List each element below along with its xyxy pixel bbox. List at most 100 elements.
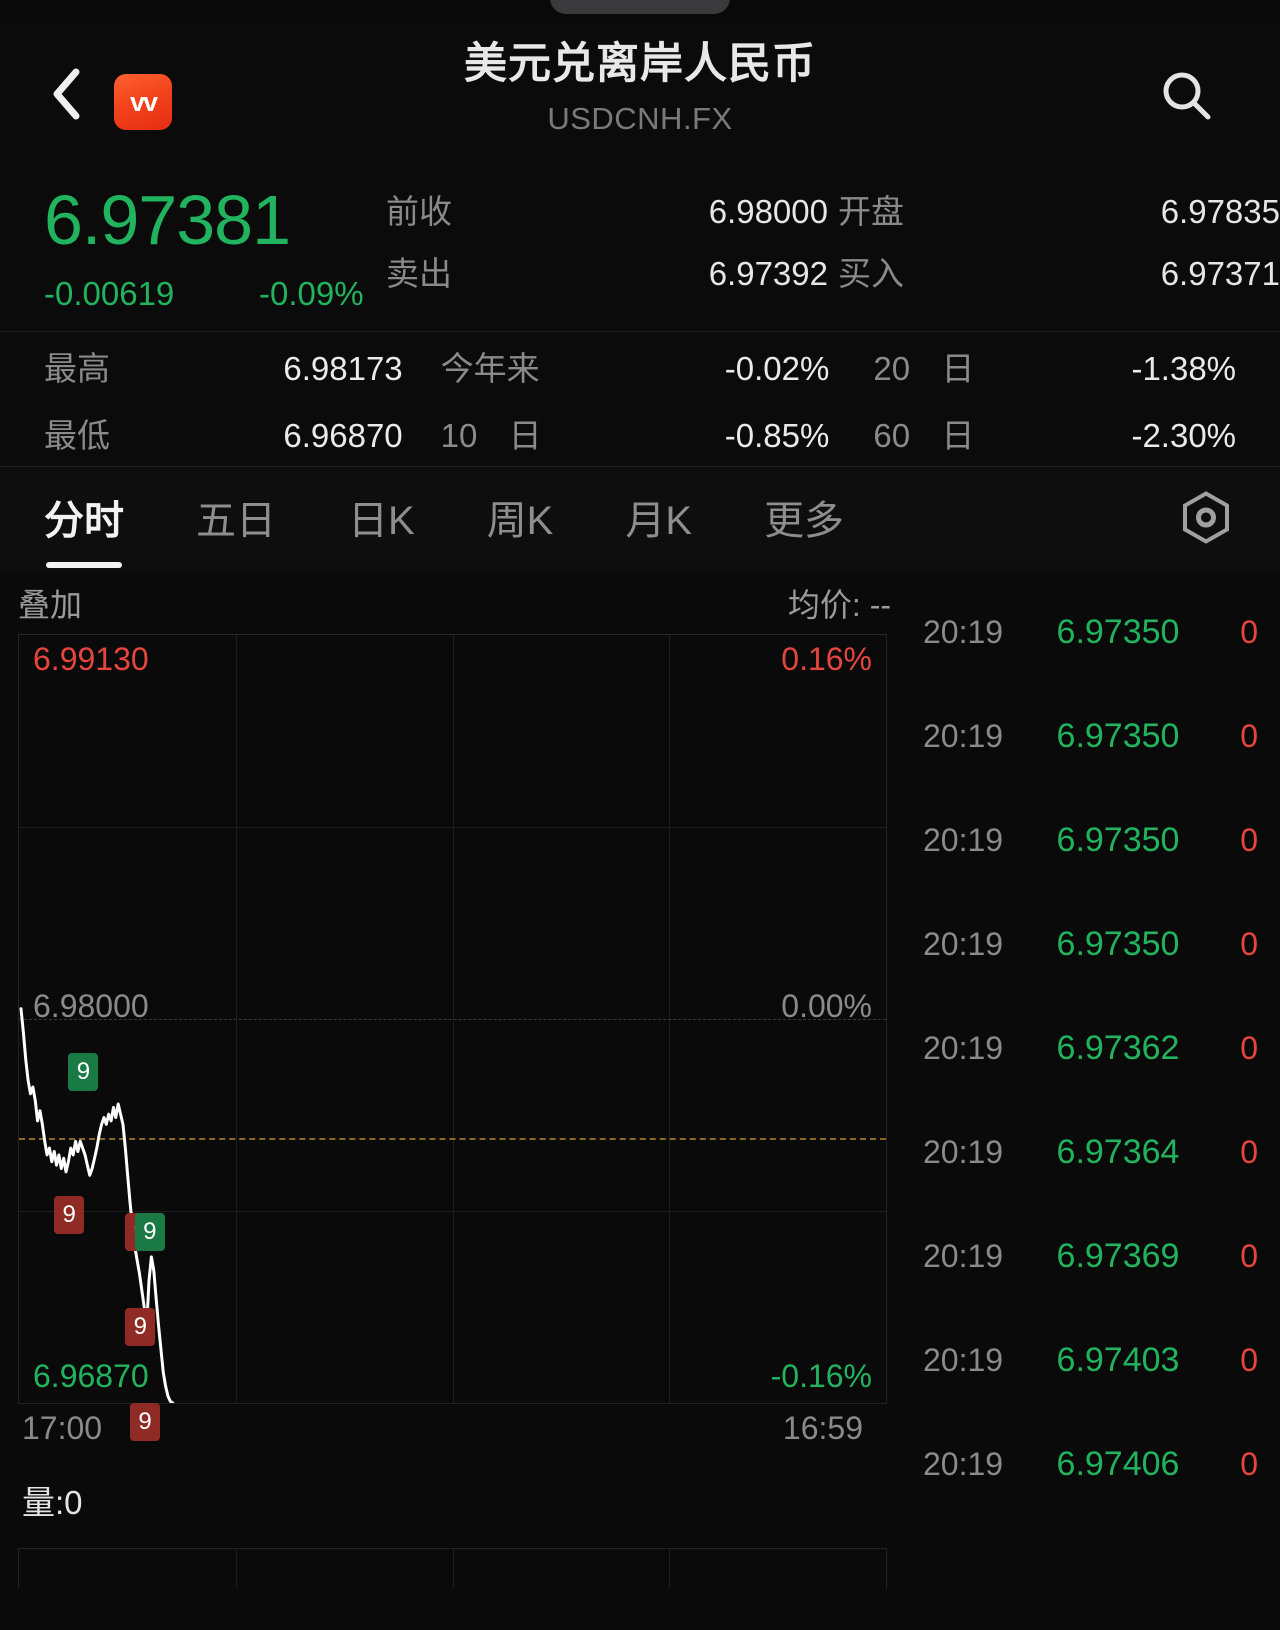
tape-time: 20:19 (923, 1341, 1004, 1378)
stat-period-unit: 日 (508, 416, 542, 454)
primary-quote: 6.97381 -0.00619 -0.09% (0, 185, 376, 313)
tape-price: 6.97350 (1056, 716, 1180, 755)
tape-row[interactable]: 20:19 6.97362 0 (905, 996, 1280, 1100)
tape-volume: 0 (1240, 1341, 1258, 1378)
time-tick-end: 16:59 (782, 1410, 863, 1446)
news-marker-badge[interactable]: 9 (54, 1195, 85, 1234)
quote-field-label: 前收 (386, 193, 452, 230)
tab-five-day[interactable]: 五日 (196, 498, 276, 543)
tab-label: 分时 (44, 498, 124, 543)
average-price-value: -- (869, 587, 891, 623)
tab-weekly-k[interactable]: 周K (486, 498, 554, 543)
tape-row[interactable]: 20:19 6.97350 0 (905, 788, 1280, 892)
quote-field-bid: 买入 6.97371 (828, 247, 1280, 309)
tape-volume: 0 (1240, 1237, 1258, 1274)
stat-label: 60 日 (853, 409, 1028, 457)
status-bar (0, 0, 1280, 18)
volume-vgrid (452, 1549, 454, 1588)
tape-row[interactable]: 20:19 6.97350 0 (905, 580, 1280, 684)
stat-60d: 60 日 -2.30% (853, 409, 1280, 457)
tape-time: 20:19 (923, 1445, 1004, 1482)
change-row: -0.00619 -0.09% (44, 275, 376, 313)
tape-volume: 0 (1240, 1133, 1258, 1170)
tape-time: 20:19 (923, 1029, 1004, 1066)
stat-value: -2.30% (1131, 416, 1237, 454)
volume-chart[interactable] (18, 1548, 887, 1588)
back-button[interactable] (46, 68, 86, 120)
chart-tabbar: 分时 五日 日K 周K 月K 更多 (0, 466, 1280, 572)
app-header: vv 美元兑离岸人民币 USDCNH.FX (0, 18, 1280, 163)
stat-10d: 10 日 -0.85% (427, 409, 854, 457)
app-logo[interactable]: vv (114, 74, 172, 130)
stat-period-unit: 日 (941, 416, 975, 454)
tape-volume: 0 (1240, 1029, 1258, 1066)
average-price-label: 均价: (787, 587, 861, 623)
symbol-code: USDCNH.FX (547, 101, 733, 137)
chart-settings-button[interactable] (1180, 489, 1232, 550)
tab-monthly-k[interactable]: 月K (625, 498, 693, 543)
tab-daily-k[interactable]: 日K (348, 498, 415, 543)
chart-mid-pct-label: 0.00% (781, 988, 872, 1025)
tape-time: 20:19 (923, 1133, 1004, 1170)
tape-price: 6.97350 (1056, 820, 1180, 859)
tab-intraday[interactable]: 分时 (44, 488, 124, 568)
quote-field-label: 卖出 (386, 255, 452, 292)
price-chart[interactable]: 6.99130 0.16% 6.98000 0.00% 6.96870 -0.1… (18, 634, 887, 1441)
quote-field-prev-close: 前收 6.98000 (376, 185, 828, 247)
tape-time: 20:19 (923, 1237, 1004, 1274)
tape-row[interactable]: 20:19 6.97406 0 (905, 1412, 1280, 1516)
chart-midline (19, 1019, 886, 1020)
tape-row[interactable]: 20:19 6.97350 0 (905, 892, 1280, 996)
tape-price: 6.97403 (1056, 1340, 1180, 1379)
stats-row: 最低 6.96870 10 日 -0.85% 60 日 -2.30% (0, 399, 1280, 466)
title-block: 美元兑离岸人民币 USDCNH.FX (0, 24, 1280, 137)
chart-bottom-price-label: 6.96870 (33, 1358, 149, 1394)
volume-vgrid (669, 1549, 671, 1588)
display-notch (550, 0, 730, 14)
chart-top-price-label: 6.99130 (33, 641, 149, 677)
chart-column: 叠加 均价: -- 6.99130 0.16% 6.98000 0.00% 6.… (0, 572, 905, 1588)
news-marker-badge[interactable]: 9 (134, 1212, 165, 1251)
tape-row[interactable]: 20:19 6.97350 0 (905, 684, 1280, 788)
tape-time: 20:19 (923, 717, 1004, 754)
quote-field-label: 买入 (838, 255, 904, 292)
chart-top-pct-label: 0.16% (781, 641, 872, 677)
chart-mid-price-label: 6.98000 (33, 988, 149, 1025)
chart-hgrid (19, 827, 886, 828)
trade-tape[interactable]: 20:19 6.97350 0 20:19 6.97350 0 20:19 6.97350 0 2… (905, 572, 1280, 1512)
tape-price: 6.97369 (1056, 1236, 1180, 1275)
page-title: 美元兑离岸人民币 (464, 40, 816, 88)
chart-prevclose-line (19, 1138, 886, 1141)
tape-row[interactable]: 20:19 6.97403 0 (905, 1308, 1280, 1412)
stat-label: 最低 (44, 416, 110, 454)
stat-period-number: 60 (873, 416, 911, 454)
overlay-button[interactable]: 叠加 (18, 587, 83, 623)
search-icon (1163, 72, 1211, 120)
tape-row[interactable]: 20:19 6.97364 0 (905, 1100, 1280, 1204)
quote-field-value: 6.97835 (1160, 193, 1280, 230)
quote-field-open: 开盘 6.97835 (828, 185, 1280, 247)
quote-field-ask: 卖出 6.97392 (376, 247, 828, 309)
stat-value: 6.96870 (283, 416, 403, 454)
stat-period-unit: 日 (941, 349, 975, 387)
stats-row: 最高 6.98173 今年来 -0.02% 20 日 -1.38% (0, 332, 1280, 399)
stat-value: -0.02% (724, 349, 830, 387)
news-marker-badge[interactable]: 9 (68, 1052, 99, 1091)
tab-more[interactable]: 更多 (764, 498, 845, 543)
tape-volume: 0 (1240, 821, 1258, 858)
stat-label: 最高 (44, 349, 110, 387)
stat-value: -0.85% (724, 416, 830, 454)
news-marker-badge[interactable]: 9 (130, 1403, 161, 1441)
tape-volume: 0 (1240, 1445, 1258, 1482)
search-button[interactable] (1158, 68, 1214, 124)
tape-price: 6.97364 (1056, 1132, 1180, 1171)
news-marker-badge[interactable]: 9 (125, 1307, 156, 1346)
tape-price: 6.97406 (1056, 1444, 1180, 1483)
change-absolute: -0.00619 (44, 275, 175, 312)
tape-row[interactable]: 20:19 6.97369 0 (905, 1204, 1280, 1308)
tape-time: 20:19 (923, 613, 1004, 650)
tape-volume: 0 (1240, 925, 1258, 962)
tab-active-underline (46, 561, 122, 568)
quote-field-column-2: 开盘 6.97835 买入 6.97371 (828, 185, 1280, 313)
stat-label: 今年来 (440, 349, 540, 387)
